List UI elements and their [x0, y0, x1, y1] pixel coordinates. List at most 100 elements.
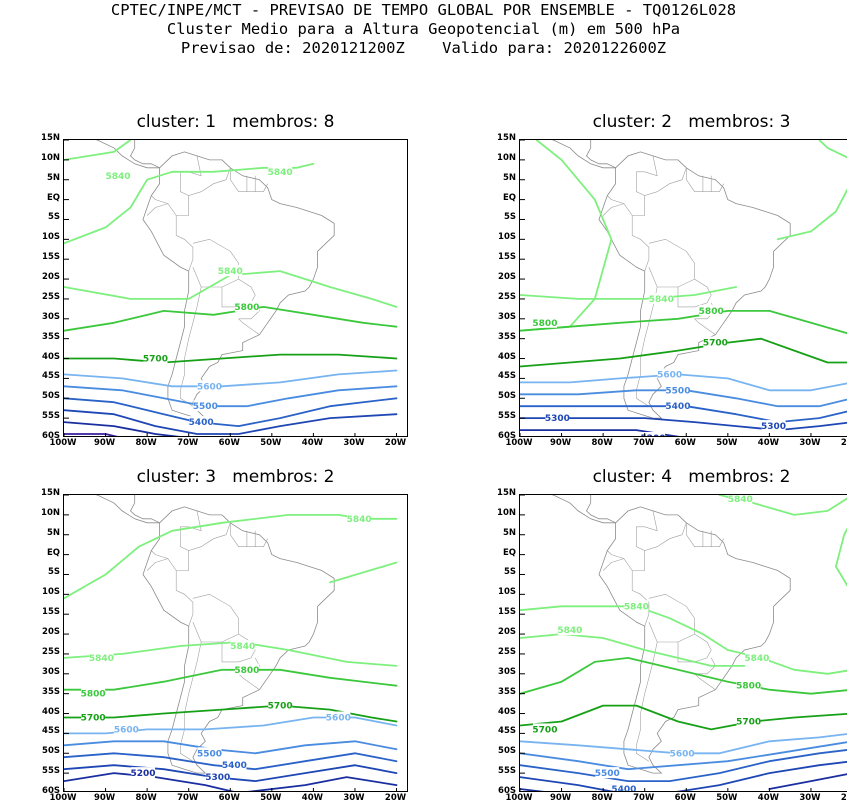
lat-tick-label: 15N — [41, 488, 60, 498]
lat-tick-label: 35S — [498, 686, 516, 697]
contour-line — [520, 310, 847, 335]
contour-line — [520, 788, 545, 791]
contour-label: 5840 — [557, 626, 582, 636]
contour-line — [64, 409, 398, 435]
contour-label: 5300 — [205, 773, 230, 783]
country-border — [607, 550, 633, 571]
contour-line — [520, 140, 613, 332]
contour-label-bg — [326, 711, 351, 723]
contour-label-bg — [230, 639, 255, 651]
coastline — [130, 495, 160, 524]
lat-tick-label: 30S — [498, 666, 516, 677]
contour-label: 5840 — [218, 267, 243, 277]
contour-line — [64, 270, 398, 308]
lon-tick-label: 50W — [716, 438, 738, 448]
contour-line — [64, 740, 398, 755]
lon-tick-label: 80W — [591, 793, 613, 803]
lat-tick-label: 55S — [498, 766, 516, 777]
lon-tick-label: 20W — [384, 793, 407, 803]
contour-label: 5800 — [736, 682, 761, 692]
lat-tick-label: 55S — [42, 411, 60, 422]
lat-tick-label: EQ — [502, 192, 516, 203]
country-border — [636, 155, 658, 196]
contour-label-bg — [347, 512, 372, 524]
lon-tick-label: 80W — [135, 438, 157, 448]
lat-tick-label: 50S — [42, 391, 60, 402]
contour-label: 5500 — [197, 749, 222, 759]
contour-line — [776, 188, 847, 241]
contour-line — [520, 286, 737, 300]
country-border — [686, 522, 724, 547]
contour-line — [64, 353, 398, 364]
contour-label-bg — [649, 292, 674, 304]
contour-label: 5600 — [114, 725, 139, 735]
lon-tick-label: 90W — [549, 793, 572, 803]
lon-tick-label: 30W — [799, 793, 821, 803]
coastline — [551, 140, 791, 419]
country-border — [602, 203, 624, 216]
contour-label: 5840 — [106, 172, 131, 182]
header-line-3: Previsao de: 2020121200Z Valido para: 20… — [180, 39, 667, 57]
panel-title: cluster: 3 membros: 2 — [136, 467, 335, 487]
contour-label: 5840 — [728, 495, 753, 505]
country-border — [677, 278, 712, 308]
lon-tick-label: 100W — [505, 793, 533, 803]
contour-label-bg — [670, 747, 695, 759]
panel-title: cluster: 2 membros: 3 — [592, 112, 791, 132]
country-border — [636, 510, 658, 551]
lat-tick-label: 15N — [497, 488, 516, 498]
map-canvas: 5840 5840 5840 5840 5800 5700 5700 5600 5500 5400 — [520, 495, 847, 791]
contour-label-bg — [744, 651, 769, 663]
contour-line — [520, 749, 847, 782]
contour-line — [520, 657, 847, 695]
lat-tick-label: 50S — [42, 746, 60, 757]
contour-label: 5600 — [326, 714, 351, 724]
contour-label-bg — [197, 747, 222, 759]
lon-tick-label: 90W — [549, 438, 572, 448]
contour-line — [64, 369, 398, 388]
lat-tick-label: 10N — [41, 507, 60, 518]
lon-tick-label: 70W — [177, 793, 199, 803]
contour-label: 5700 — [532, 725, 557, 735]
lon-tick-label: 60W — [218, 438, 240, 448]
contour-line — [520, 417, 847, 431]
lon-tick-label: 50W — [260, 793, 282, 803]
map-panel: 5840 5840 5840 5840 5800 5700 5700 5600 5500 5400 — [519, 494, 847, 792]
lon-tick-label: 100W — [505, 438, 533, 448]
contour-label-bg — [234, 663, 259, 675]
map-canvas: 5840 5840 5840 5800 5800 5700 5700 5600 5600 5500… — [64, 495, 398, 791]
contour-label: 5700 — [703, 339, 728, 349]
contour-label: 5840 — [347, 515, 372, 525]
country-border — [146, 203, 168, 216]
country-border — [648, 593, 695, 643]
lat-tick-label: 15S — [498, 607, 516, 618]
contour-label-bg — [205, 771, 230, 783]
lat-tick-label: 25S — [42, 291, 60, 302]
contour-label-bg — [557, 624, 582, 636]
contour-line — [64, 433, 118, 436]
contour-label-bg — [728, 495, 753, 504]
lon-tick-label: 30W — [343, 438, 365, 448]
lat-tick-label: 5N — [502, 527, 516, 538]
coastline — [95, 140, 335, 419]
contour-label-bg — [624, 600, 649, 612]
contour-line — [520, 733, 847, 755]
country-border — [694, 673, 716, 690]
lon-tick-label: 30W — [343, 793, 365, 803]
contour-line — [520, 760, 847, 791]
lon-tick-label: 100W — [49, 793, 77, 803]
contour-label: 5600 — [657, 370, 682, 380]
lon-tick-label: 80W — [591, 438, 613, 448]
lat-tick-label: 40S — [498, 351, 516, 362]
contour-label-bg — [81, 711, 106, 723]
contour-label: 5840 — [624, 602, 649, 612]
country-border — [175, 522, 231, 627]
lon-tick-label: 20W — [384, 438, 407, 448]
contour-label-bg — [193, 400, 218, 412]
country-border — [180, 510, 202, 551]
lon-tick-label: 60W — [218, 793, 240, 803]
contour-label-bg — [736, 679, 761, 691]
contour-label-bg — [665, 384, 690, 396]
lon-tick-label: 50W — [260, 438, 282, 448]
coastline — [586, 495, 616, 524]
